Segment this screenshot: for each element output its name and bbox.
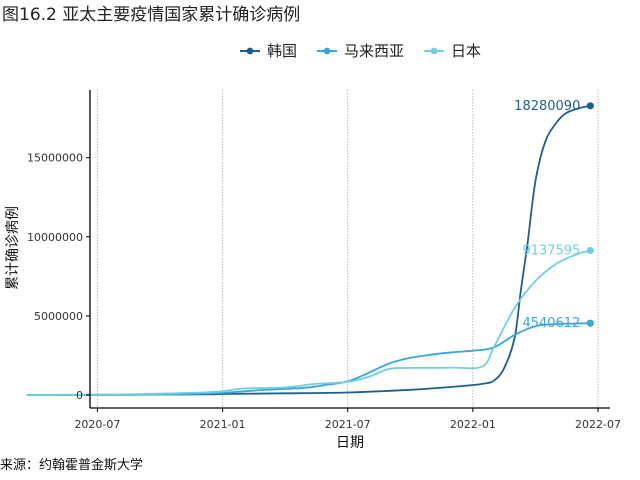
x-tick-label: 2022-07 [575,418,621,431]
source-note: 来源：约翰霍普金斯大学 [0,457,143,473]
series-e9a9ace69da5e8a5bfe4ba9a-end-label: 4540612 [522,316,580,331]
series-e697a5e69cac-end-point [586,246,594,255]
y-tick-label: 10000000 [27,231,83,244]
chart-legend: 韩国 马来西亚 日本 [240,42,481,60]
y-tick-label: 15000000 [27,152,83,165]
series-e697a5e69cac-line [26,249,591,396]
x-tick-label: 2021-01 [200,418,246,431]
y-axis-title: 累计确诊病例 [5,206,21,290]
y-tick-label: 5000000 [34,310,83,323]
series-group: 18280090 4540612 9137595 [26,99,594,396]
x-tick-label: 2022-01 [450,418,496,431]
legend-item-e99fa9e59bbd-swatch-point [246,47,254,55]
tick-labels: 0 5000000 10000000 15000000 2020-07 2021-01 20… [27,152,621,431]
legend-item-e9a9ace69da5e8a5bfe4ba9a-swatch-point [323,47,331,55]
legend-item-e9a9ace69da5e8a5bfe4ba9a-label: 马来西亚 [344,42,404,60]
chart-title: 图16.2 亚太主要疫情国家累计确诊病例 [2,5,300,25]
legend-item-e99fa9e59bbd-label: 韩国 [267,42,297,60]
grid-lines [97,90,599,408]
legend-item-e697a5e69cac-label: 日本 [451,42,481,60]
series-e9a9ace69da5e8a5bfe4ba9a-line [26,322,591,396]
series-e99fa9e59bbd-line [26,104,591,396]
x-axis-title: 日期 [336,435,364,451]
series-e99fa9e59bbd-end-point [586,102,594,110]
series-e697a5e69cac-end-label: 9137595 [522,243,580,258]
axes [89,90,610,409]
series-e99fa9e59bbd-end-label: 18280090 [514,99,580,114]
x-tick-label: 2021-07 [325,418,371,431]
series-e9a9ace69da5e8a5bfe4ba9a-end-point [586,319,594,327]
x-tick-label: 2020-07 [74,418,120,431]
legend-item-e697a5e69cac-swatch-point [430,47,438,55]
y-tick-label: 0 [76,389,83,402]
